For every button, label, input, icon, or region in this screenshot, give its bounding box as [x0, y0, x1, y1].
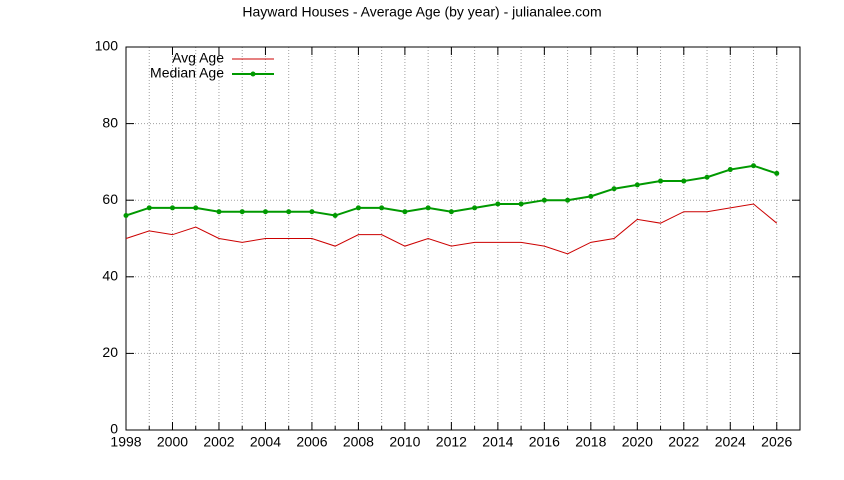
- point: [286, 209, 292, 215]
- x-tick-label: 2024: [715, 434, 746, 450]
- point: [169, 205, 175, 211]
- point: [658, 178, 664, 184]
- point: [216, 209, 222, 215]
- point: [262, 209, 268, 215]
- x-tick-label: 1998: [110, 434, 141, 450]
- x-tick-label: 2006: [296, 434, 327, 450]
- x-tick-label: 2020: [622, 434, 653, 450]
- plot-frame: [125, 46, 801, 431]
- chart-title: Hayward Houses - Average Age (by year) -…: [242, 4, 601, 20]
- x-tick-label: 2012: [436, 434, 467, 450]
- point: [634, 182, 640, 188]
- point: [332, 213, 338, 219]
- point: [355, 205, 361, 211]
- y-tick-label: 60: [102, 191, 118, 207]
- y-tick-label: 100: [95, 38, 119, 54]
- x-tick-label: 2010: [389, 434, 420, 450]
- point: [425, 205, 431, 211]
- x-tick-label: 2014: [482, 434, 513, 450]
- x-tick-label: 2002: [203, 434, 234, 450]
- series-line: [125, 203, 778, 255]
- point: [146, 205, 152, 211]
- point: [704, 174, 710, 180]
- point: [565, 197, 571, 203]
- y-tick-label: 40: [102, 268, 118, 284]
- point: [588, 193, 594, 199]
- x-tick-label: 2000: [157, 434, 188, 450]
- legend-marker: [250, 71, 256, 77]
- y-tick-label: 20: [102, 344, 118, 360]
- point: [402, 209, 408, 215]
- point: [123, 213, 129, 219]
- x-tick-label: 2008: [343, 434, 374, 450]
- point: [448, 209, 454, 215]
- x-tick-label: 2016: [529, 434, 560, 450]
- y-tick-label: 0: [110, 421, 118, 437]
- x-tick-label: 2026: [761, 434, 792, 450]
- point: [309, 209, 315, 215]
- legend-label: Avg Age: [172, 50, 224, 66]
- point: [681, 178, 687, 184]
- point: [193, 205, 199, 211]
- point: [495, 201, 501, 207]
- legend-label: Median Age: [150, 65, 224, 81]
- x-tick-label: 2018: [575, 434, 606, 450]
- point: [774, 170, 780, 176]
- x-tick-label: 2004: [250, 434, 281, 450]
- x-tick-label: 2022: [668, 434, 699, 450]
- point: [379, 205, 385, 211]
- point: [518, 201, 524, 207]
- point: [611, 186, 617, 192]
- point: [239, 209, 245, 215]
- point: [472, 205, 478, 211]
- y-tick-label: 80: [102, 114, 118, 130]
- point: [541, 197, 547, 203]
- point: [751, 163, 757, 169]
- point: [727, 167, 733, 173]
